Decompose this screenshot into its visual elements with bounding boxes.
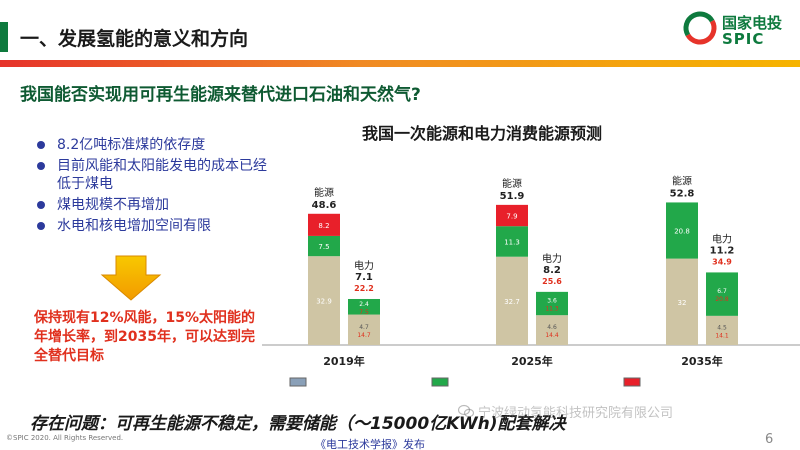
wechat-watermark-icon [458,404,474,418]
bullet-dot-icon [37,162,45,170]
bullet-item: 目前风能和太阳能发电的成本已经低于煤电 [35,157,270,193]
primary-energy-total-label: 能源 [502,177,522,190]
category-tick-label: 2025年 [511,354,553,368]
electricity-bar-segment [706,272,738,316]
header-accent-bar [0,22,8,52]
key-question: 我国能否实现用可再生能源来替代进口石油和天然气? [20,85,421,105]
electricity-segment-sublabel: 20.8 [715,296,729,303]
primary-energy-bar-segment [496,226,528,257]
category-tick-label: 2035年 [681,354,723,368]
electricity-total-label: 电力 [354,259,374,272]
primary-energy-total-label: 能源 [672,174,692,187]
electricity-total-value: 11.2 [710,245,735,256]
bullet-item: 煤电规模不再增加 [35,196,270,214]
electricity-share-label: 22.2 [354,284,374,293]
primary-energy-segment-label: 32.9 [316,298,332,306]
electricity-segment-value: 4.5 [717,324,727,331]
primary-energy-bar-segment [666,258,698,345]
problem-statement: 存在问题：可再生能源不稳定，需要储能（～15000亿KWh)配套解决 [30,414,566,434]
spic-logo-icon [683,11,717,45]
electricity-bar-segment [536,291,568,316]
publisher-text: 《电工技术学报》发布 [315,438,425,450]
category-tick-label: 2019年 [323,354,365,368]
bullet-text: 煤电规模不再增加 [57,197,169,213]
primary-energy-bar-segment [496,204,528,227]
copyright-text: ©SPIC 2020. All Rights Reserved. [6,434,124,442]
chart-title: 我国一次能源和电力消费能源预测 [362,124,603,143]
electricity-segment-value: 6.7 [717,288,727,295]
legend-swatch [431,377,449,387]
logo-text-cn: 国家电投 [722,14,783,32]
electricity-bar-segment [536,315,568,345]
primary-energy-total-value: 52.8 [670,188,695,199]
electricity-segment-value: 3.6 [547,298,557,305]
electricity-bar-segment [706,315,738,345]
primary-energy-total-value: 51.9 [500,191,525,202]
primary-energy-segment-label: 32.7 [504,298,520,306]
bullet-dot-icon [37,222,45,230]
electricity-total-label: 电力 [542,252,562,265]
primary-energy-segment-label: 20.8 [674,228,690,236]
electricity-segment-value: 4.7 [359,324,369,331]
bullet-text: 目前风能和太阳能发电的成本已经低于煤电 [57,158,267,192]
primary-energy-segment-label: 7.5 [318,243,329,251]
bullet-dot-icon [37,141,45,149]
bullet-text: 水电和核电增加空间有限 [57,218,211,234]
electricity-segment-sublabel: 14.1 [715,332,729,339]
bullet-text: 8.2亿吨标准煤的依存度 [57,137,206,153]
electricity-segment-value: 2.4 [359,301,369,308]
electricity-total-label: 电力 [712,232,732,245]
bullet-dot-icon [37,201,45,209]
section-title: 一、发展氢能的意义和方向 [20,28,249,50]
spic-logo: 国家电投 SPIC [682,10,794,50]
down-arrow-icon [100,255,162,301]
page-number: 6 [765,432,774,447]
primary-energy-bar-segment [496,256,528,345]
primary-energy-bar-segment [308,235,340,257]
primary-energy-total-value: 48.6 [312,200,337,211]
watermark-text: 宁波绿动氢能科技研究院有限公司 [478,406,674,421]
electricity-share-label: 25.6 [542,277,562,286]
electricity-segment-sublabel: 11.3 [545,306,559,313]
header-gradient-divider [0,60,800,67]
bullet-list: 8.2亿吨标准煤的依存度 目前风能和太阳能发电的成本已经低于煤电 煤电规模不再增… [35,136,270,238]
electricity-segment-sublabel: 14.4 [545,332,559,339]
target-statement: 保持现有12%风能，15%太阳能的年增长率，到2035年，可以达到完全替代目标 [34,310,256,364]
bullet-item: 水电和核电增加空间有限 [35,217,270,235]
primary-energy-total-label: 能源 [314,186,334,199]
electricity-segment-sublabel: 14.7 [357,332,371,339]
electricity-bar-segment [348,314,380,345]
electricity-segment-value: 4.6 [547,324,557,331]
primary-energy-segment-label: 7.9 [506,213,517,221]
legend-swatch [623,377,641,387]
electricity-total-value: 7.1 [355,272,373,283]
primary-energy-bar-segment [666,202,698,259]
electricity-bar-segment [348,298,380,315]
primary-energy-segment-label: 11.3 [504,238,520,246]
legend-swatch [289,377,307,387]
electricity-segment-sublabel: 7.5 [359,309,369,316]
primary-energy-bar-segment [308,256,340,345]
electricity-total-value: 8.2 [543,265,561,276]
electricity-share-label: 34.9 [712,257,732,266]
energy-forecast-chart: 32.97.58.2能源48.64.714.72.47.5电力7.122.220… [262,174,800,387]
primary-energy-segment-label: 8.2 [318,222,329,230]
logo-text-en: SPIC [722,30,765,48]
primary-energy-segment-label: 32 [678,299,687,307]
bullet-item: 8.2亿吨标准煤的依存度 [35,136,270,154]
primary-energy-bar-segment [308,213,340,236]
